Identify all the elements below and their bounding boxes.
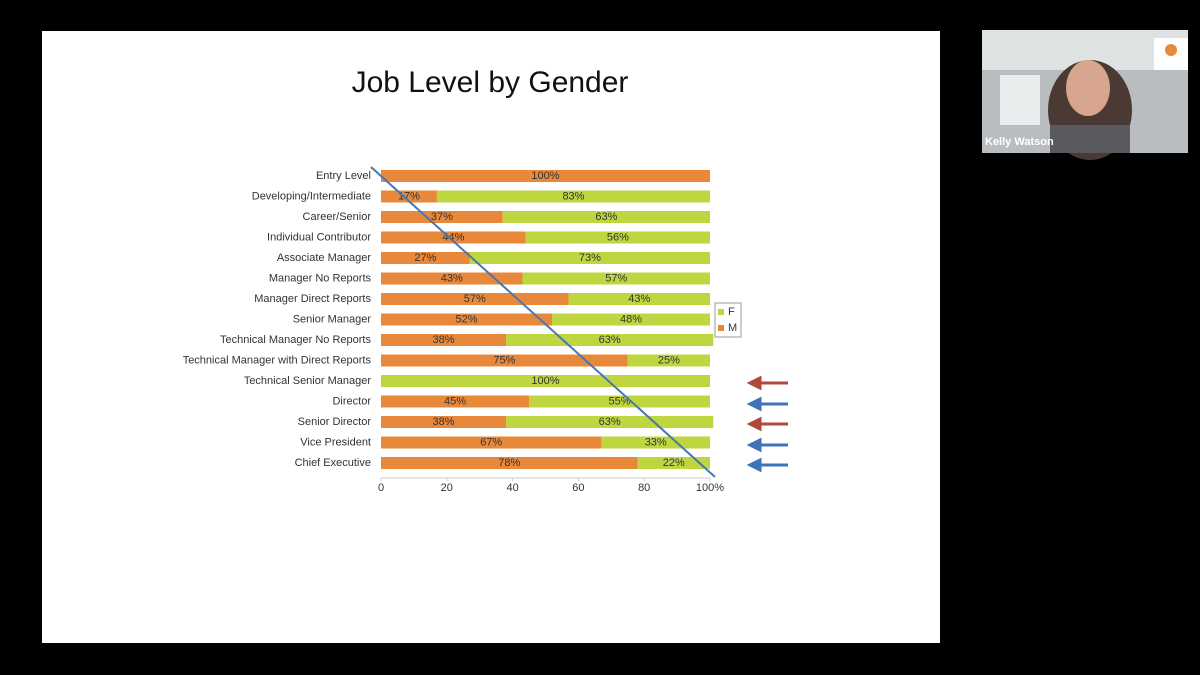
bar-segment: [381, 375, 710, 387]
bar-segment: [381, 457, 638, 469]
person-body: [1050, 125, 1130, 153]
x-tick-label: 40: [506, 482, 518, 494]
bar-segment: [627, 354, 710, 367]
bar-segment: [381, 231, 526, 244]
bar-segment: [381, 395, 530, 408]
arrow: [746, 437, 788, 453]
y-tick-label: Senior Director: [298, 416, 372, 428]
bar-segment: [381, 211, 503, 223]
logo-mark: [1165, 44, 1177, 56]
y-tick-label: Individual Contributor: [267, 231, 371, 243]
data-label: 17%: [398, 190, 420, 202]
y-tick-label: Technical Manager with Direct Reports: [183, 354, 372, 366]
data-label: 44%: [442, 231, 464, 243]
data-label: 43%: [441, 272, 463, 284]
bar-segment: [381, 252, 470, 264]
window: [1000, 75, 1040, 125]
arrow: [746, 375, 788, 391]
data-label: 45%: [444, 395, 466, 407]
bar-segment: [525, 231, 710, 244]
data-label: 100%: [531, 170, 559, 182]
participant-name: Kelly Watson: [985, 136, 1054, 148]
bar-segment: [506, 334, 714, 346]
data-label: 37%: [431, 211, 453, 223]
x-tick-label: 80: [638, 482, 650, 494]
y-tick-label: Career/Senior: [303, 211, 372, 223]
x-tick-label: 60: [572, 482, 584, 494]
bar-segment: [381, 272, 523, 285]
legend-label: F: [728, 306, 735, 318]
data-label: 22%: [663, 457, 685, 469]
data-label: 43%: [628, 293, 650, 305]
y-tick-label: Manager No Reports: [269, 272, 372, 284]
bar-segment: [381, 170, 710, 182]
y-tick-label: Entry Level: [316, 170, 371, 182]
arrows: [746, 375, 788, 473]
y-tick-label: Developing/Intermediate: [252, 190, 371, 202]
data-label: 48%: [620, 313, 642, 325]
person-face: [1066, 60, 1110, 116]
data-label: 83%: [562, 190, 584, 202]
data-label: 57%: [464, 293, 486, 305]
data-label: 57%: [605, 272, 627, 284]
video-tile: Kelly Watson: [982, 30, 1188, 160]
chart-title: Job Level by Gender: [352, 66, 629, 99]
bar-segment: [381, 190, 437, 203]
y-tick-label: Manager Direct Reports: [254, 293, 371, 305]
legend-label: M: [728, 322, 737, 334]
bar-segment: [522, 272, 710, 285]
data-label: 33%: [645, 436, 667, 448]
x-tick-label: 20: [441, 482, 453, 494]
bar-segment: [381, 416, 507, 428]
bar-segment: [381, 334, 507, 346]
bar-segment: [436, 190, 710, 203]
y-tick-label: Senior Manager: [293, 313, 372, 325]
bar-segment: [506, 416, 714, 428]
data-label: 100%: [531, 375, 559, 387]
arrow: [746, 396, 788, 412]
bar-segment: [568, 293, 710, 305]
data-label: 67%: [480, 436, 502, 448]
trend-line: [370, 166, 716, 478]
bar-segment: [381, 354, 628, 367]
bar-segment: [502, 211, 710, 223]
x-tick-label: 100%: [696, 482, 724, 494]
y-tick-label: Chief Executive: [295, 457, 371, 469]
bar-segment: [552, 313, 710, 326]
legend-swatch: [718, 325, 724, 331]
bar-segment: [381, 313, 553, 326]
y-tick-label: Technical Senior Manager: [244, 375, 372, 387]
data-label: 52%: [456, 313, 478, 325]
data-label: 78%: [498, 457, 520, 469]
data-label: 63%: [599, 334, 621, 346]
data-label: 63%: [599, 416, 621, 428]
data-label: 38%: [432, 334, 454, 346]
bar-segment: [529, 395, 710, 408]
data-label: 75%: [493, 354, 515, 366]
data-label: 38%: [432, 416, 454, 428]
legend-swatch: [718, 309, 724, 315]
data-label: 25%: [658, 354, 680, 366]
legend-box: [714, 302, 742, 338]
data-label: 73%: [579, 252, 601, 264]
data-label: 27%: [414, 252, 436, 264]
x-tick-label: 0: [378, 482, 384, 494]
bar-segment: [601, 436, 710, 449]
y-tick-label: Director: [332, 395, 371, 407]
bar-segment: [381, 436, 602, 449]
data-label: 63%: [595, 211, 617, 223]
y-tick-label: Associate Manager: [277, 252, 371, 264]
arrow: [746, 416, 788, 432]
data-label: 55%: [609, 395, 631, 407]
chart: 0 20 40 60 80 100% Entry Level 100% Developing/I…: [183, 170, 742, 494]
bar-segment: [637, 457, 710, 469]
y-tick-label: Vice President: [300, 436, 371, 448]
bar-segment: [469, 252, 710, 264]
y-tick-label: Technical Manager No Reports: [220, 334, 372, 346]
data-label: 56%: [607, 231, 629, 243]
arrow: [746, 457, 788, 473]
